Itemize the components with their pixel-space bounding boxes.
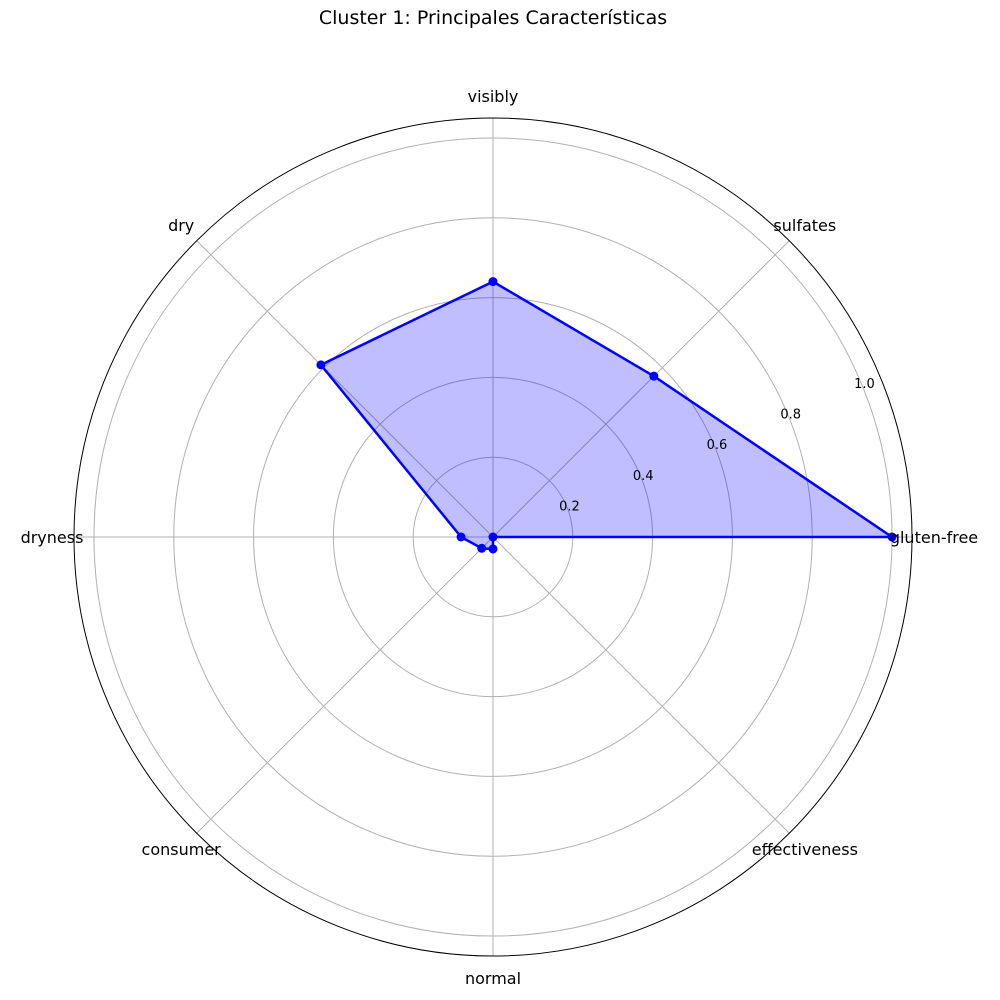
data-point-sulfates [649, 371, 659, 381]
category-label-dry: dry [168, 216, 194, 235]
series-fill [320, 281, 893, 549]
data-point-visibly [488, 277, 498, 287]
data-point-consumer [477, 543, 487, 553]
spoke-line [492, 240, 790, 538]
r-tick-label: 0.4 [633, 469, 654, 484]
category-label-visibly: visibly [468, 87, 519, 106]
chart-title: Cluster 1: Principales Características [319, 7, 667, 29]
data-point-gluten-free [887, 532, 897, 542]
r-tick-label: 0.6 [707, 438, 728, 453]
r-tick-label: 1.0 [854, 377, 875, 392]
r-tick-label: 0.8 [780, 408, 801, 423]
data-point-normal [488, 544, 498, 554]
category-label-dryness: dryness [21, 528, 84, 547]
outer-frame [73, 117, 913, 957]
data-point-effectiveness [488, 532, 498, 542]
category-label-sulfates: sulfates [773, 216, 836, 235]
data-point-dryness [456, 532, 466, 542]
data-layer [316, 277, 897, 554]
category-label-effectiveness: effectiveness [752, 840, 858, 859]
category-label-normal: normal [465, 969, 521, 988]
category-label-consumer: consumer [142, 840, 222, 859]
spoke-line [196, 240, 494, 538]
label-layer: 0.2 0.4 0.6 0.8 1.0 gluten-free sulfates visibl… [21, 87, 979, 988]
spoke-line [196, 536, 494, 834]
spoke-line [492, 536, 790, 834]
category-label-gluten-free: gluten-free [890, 528, 978, 547]
data-point-dry [316, 360, 326, 370]
r-tick-label: 0.2 [559, 499, 580, 514]
